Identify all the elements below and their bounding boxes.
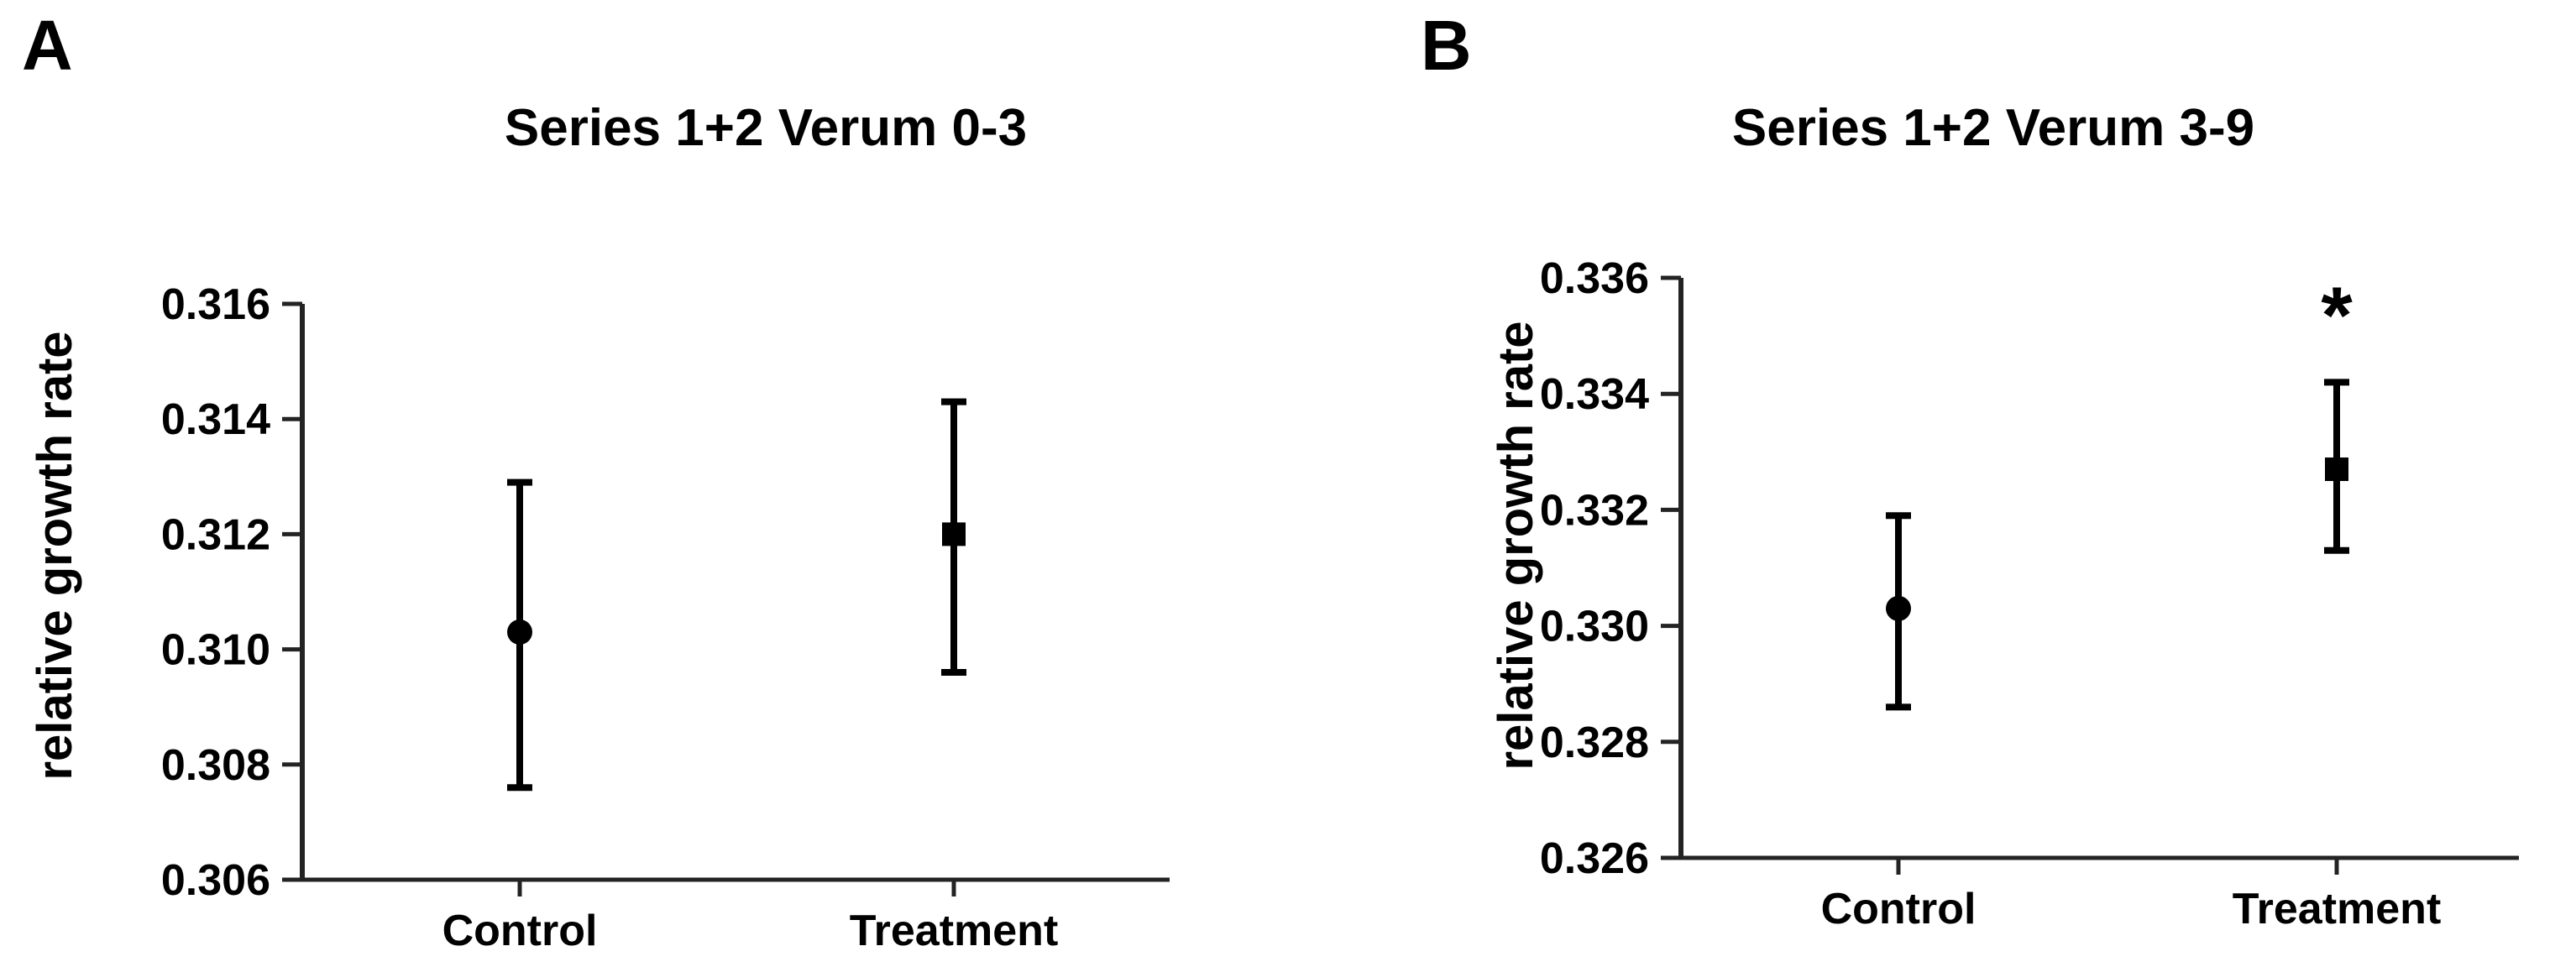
panel-letter-b: B — [1421, 6, 1472, 85]
panel-letter-a: A — [22, 6, 73, 85]
y-tick-label: 0.312 — [161, 510, 270, 559]
y-tick-label: 0.310 — [161, 626, 270, 675]
y-tick-label: 0.332 — [1540, 486, 1649, 535]
significance-asterisk: * — [2321, 271, 2353, 361]
y-tick-label: 0.308 — [161, 741, 270, 790]
plot-area-b: 0.326 0.328 0.330 0.332 0.334 0.336 Control Tre… — [1540, 254, 2519, 933]
plot-area-a: 0.306 0.308 0.310 0.312 0.314 0.316 Control Tre… — [161, 280, 1170, 955]
panel-b: B Series 1+2 Verum 3-9 relative growth r… — [1288, 0, 2576, 967]
x-category-label: Control — [442, 907, 598, 955]
x-category-label: Treatment — [2233, 885, 2442, 933]
marker-circle-control — [507, 619, 532, 646]
x-category-label: Control — [1821, 885, 1977, 933]
y-tick-label: 0.314 — [161, 395, 270, 444]
y-tick-label: 0.334 — [1540, 370, 1649, 419]
chart-title-a: Series 1+2 Verum 0-3 — [504, 99, 1028, 157]
x-category-label: Treatment — [850, 907, 1059, 955]
y-tick-label: 0.328 — [1540, 719, 1649, 767]
y-tick-label: 0.306 — [161, 856, 270, 905]
chart-title-b: Series 1+2 Verum 3-9 — [1731, 99, 2255, 157]
marker-square-treatment — [2325, 457, 2348, 482]
y-tick-label: 0.326 — [1540, 834, 1649, 883]
y-tick-label: 0.336 — [1540, 254, 1649, 303]
y-tick-label: 0.316 — [161, 280, 270, 329]
marker-square-treatment — [942, 522, 966, 546]
panel-a: A Series 1+2 Verum 0-3 relative growth r… — [22, 6, 1170, 955]
y-tick-label: 0.330 — [1540, 603, 1649, 651]
marker-circle-control — [1886, 595, 1911, 621]
